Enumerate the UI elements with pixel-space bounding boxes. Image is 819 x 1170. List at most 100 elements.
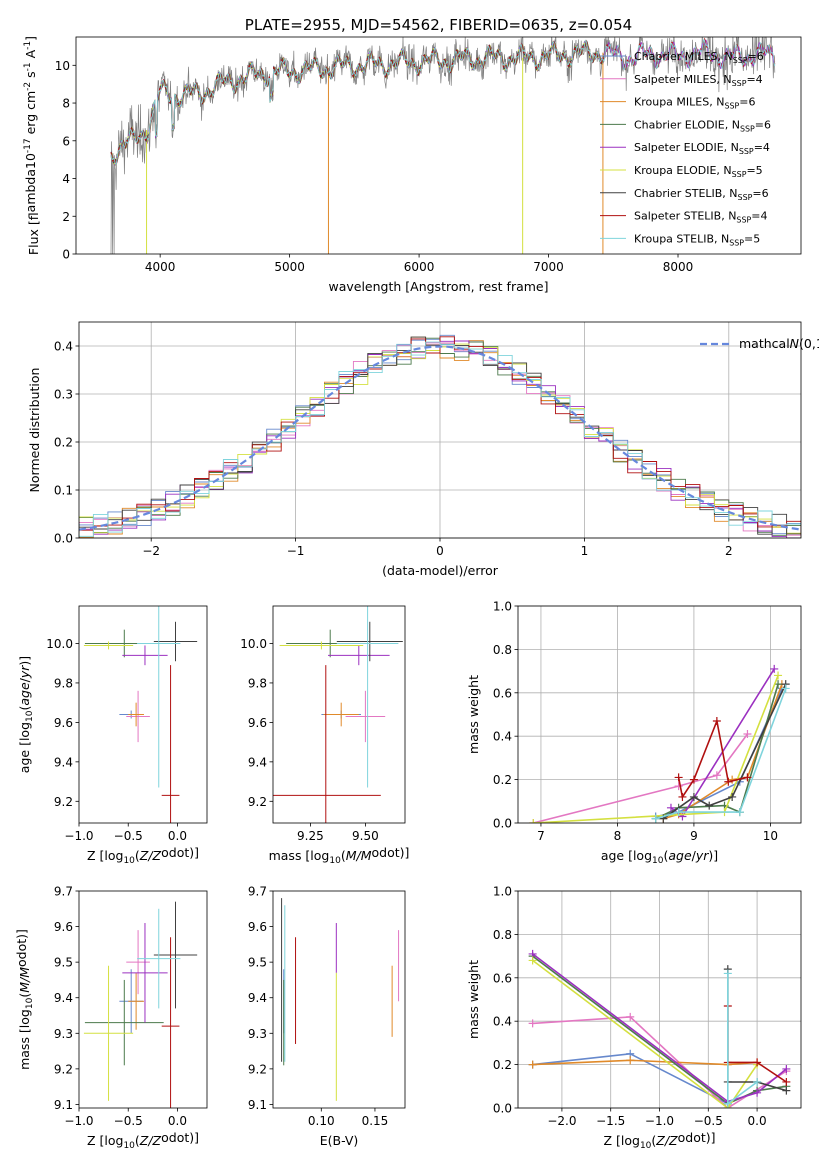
y-tick-label: 9.4 <box>54 991 73 1005</box>
y-tick-label: 9.8 <box>54 676 73 690</box>
x-tick-label: 7 <box>537 829 545 843</box>
data-point <box>273 665 381 823</box>
y-axis-label: Flux [flambda10-17 erg cm-2 s-1 A-1] <box>23 36 41 255</box>
mass_vs_ebv-plot-area <box>281 898 400 1101</box>
x-tick-label: 0.15 <box>362 1114 389 1128</box>
y-tick-label: 9.1 <box>54 1098 73 1112</box>
weight-marker <box>723 1099 732 1108</box>
spectrum-plot-area <box>110 37 776 254</box>
y-tick-label: 9.5 <box>248 956 267 970</box>
x-tick-label: 8000 <box>663 260 694 274</box>
data-point <box>128 972 144 1030</box>
legend-label: Kroupa ELODIE, NSSP=5 <box>634 164 763 179</box>
legend-label: mathcalN(0,1) <box>739 336 819 351</box>
y-tick-label: 8 <box>62 97 70 111</box>
y-tick-label: 0.2 <box>54 436 73 450</box>
x-axis-label: Z [log10(Z/Zodot)] <box>87 845 199 866</box>
model-spectrum-line <box>110 40 605 166</box>
weight-series-line <box>655 683 779 820</box>
weight-marker <box>753 1088 762 1097</box>
model-spectrum-line <box>110 40 605 164</box>
data-point <box>122 645 168 666</box>
weight-series-line <box>532 953 787 1103</box>
weight-series-line <box>532 1059 758 1066</box>
y-tick-label: 1.0 <box>493 885 512 899</box>
mass_vs_ebv-axes: 0.10 0.15 9.1 9.2 9.3 9.4 9.5 9.6 9.7 E(B-V) <box>248 885 406 1148</box>
y-axis-label: age [log10(age/yr)] <box>17 656 35 773</box>
y-tick-label: 0.2 <box>493 1058 512 1072</box>
y-tick-label: 0.6 <box>493 686 512 700</box>
legend-label: Salpeter MILES, NSSP=4 <box>634 73 763 88</box>
x-tick-label: −1.5 <box>596 1114 625 1128</box>
data-point <box>336 621 403 662</box>
data-point <box>153 901 198 1009</box>
x-tick-label: −2 <box>142 544 160 558</box>
age_vs_mass-frame <box>272 605 406 824</box>
weight-marker <box>753 1077 762 1086</box>
data-point <box>84 979 164 1066</box>
weight-series-line <box>677 718 748 800</box>
residual-histogram <box>79 336 801 536</box>
weight-series-line <box>727 973 758 1106</box>
y-tick-label: 9.2 <box>248 795 267 809</box>
y-tick-label: 0.2 <box>493 773 512 787</box>
data-point <box>328 645 390 666</box>
y-tick-label: 2 <box>62 210 70 224</box>
x-axis-label: E(B-V) <box>320 1133 359 1148</box>
y-tick-label: 9.2 <box>54 795 73 809</box>
weight-marker <box>674 773 683 782</box>
weight-marker <box>689 775 698 784</box>
weight-marker <box>753 1058 762 1067</box>
x-tick-label: −0.5 <box>114 1114 143 1128</box>
x-tick-label: 0.0 <box>168 1114 187 1128</box>
weight-marker <box>528 1019 537 1028</box>
weight-marker <box>735 808 744 817</box>
y-axis-label: mass weight <box>466 675 481 754</box>
y-tick-label: 9.8 <box>248 676 267 690</box>
y-tick-label: 1.0 <box>493 600 512 614</box>
data-point <box>128 702 144 727</box>
model-spectrum-line <box>110 38 776 165</box>
data-point <box>126 930 150 995</box>
spectrum-axes: 4000 5000 6000 7000 8000 0 2 4 6 8 10 wavelength [A… <box>23 16 802 294</box>
y-tick-label: 9.4 <box>248 755 267 769</box>
y-tick-label: 0.6 <box>493 971 512 985</box>
y-tick-label: 9.5 <box>54 956 73 970</box>
y-tick-label: 9.4 <box>54 755 73 769</box>
y-tick-label: 10.0 <box>240 637 267 651</box>
y-tick-label: 0.4 <box>493 1015 512 1029</box>
legend-label: Salpeter STELIB, NSSP=4 <box>634 210 767 225</box>
x-tick-label: 8 <box>614 829 622 843</box>
x-tick-label: 0.10 <box>308 1114 335 1128</box>
data-point <box>153 621 198 662</box>
weight-marker <box>689 792 698 801</box>
y-tick-label: 0.3 <box>54 388 73 402</box>
weight-series-line <box>655 688 787 820</box>
data-point <box>83 965 134 1101</box>
data-point <box>336 606 399 788</box>
legend-label: Chabrier STELIB, NSSP=6 <box>634 187 769 202</box>
spectrum-legend: Chabrier MILES, NSSP=6 Salpeter MILES, NS… <box>600 50 771 247</box>
weight-marker <box>723 969 732 978</box>
observed-spectrum-line <box>110 37 776 254</box>
weight-series-line <box>533 733 749 823</box>
y-tick-label: 9.7 <box>54 885 73 899</box>
weight_vs_Z-plot-area <box>528 949 791 1108</box>
x-axis-label: mass [log10(M/Modot)] <box>269 845 410 866</box>
y-tick-label: 0.4 <box>54 340 73 354</box>
x-tick-label: 2 <box>725 544 733 558</box>
y-tick-label: 0.0 <box>54 532 73 546</box>
x-tick-label: 0.0 <box>748 1114 767 1128</box>
weight-marker <box>529 819 538 823</box>
weight-marker <box>724 777 733 786</box>
residuals-frame <box>78 321 802 539</box>
y-tick-label: 9.6 <box>248 716 267 730</box>
y-axis-label: mass [log10(M/Modot)] <box>14 929 35 1070</box>
x-tick-label: −2.0 <box>547 1114 576 1128</box>
y-tick-label: 0 <box>62 248 70 262</box>
y-tick-label: 0.1 <box>54 484 73 498</box>
age_vs_Z-plot-area <box>83 606 198 823</box>
y-tick-label: 0.8 <box>493 928 512 942</box>
legend-label: Kroupa STELIB, NSSP=5 <box>634 232 760 247</box>
